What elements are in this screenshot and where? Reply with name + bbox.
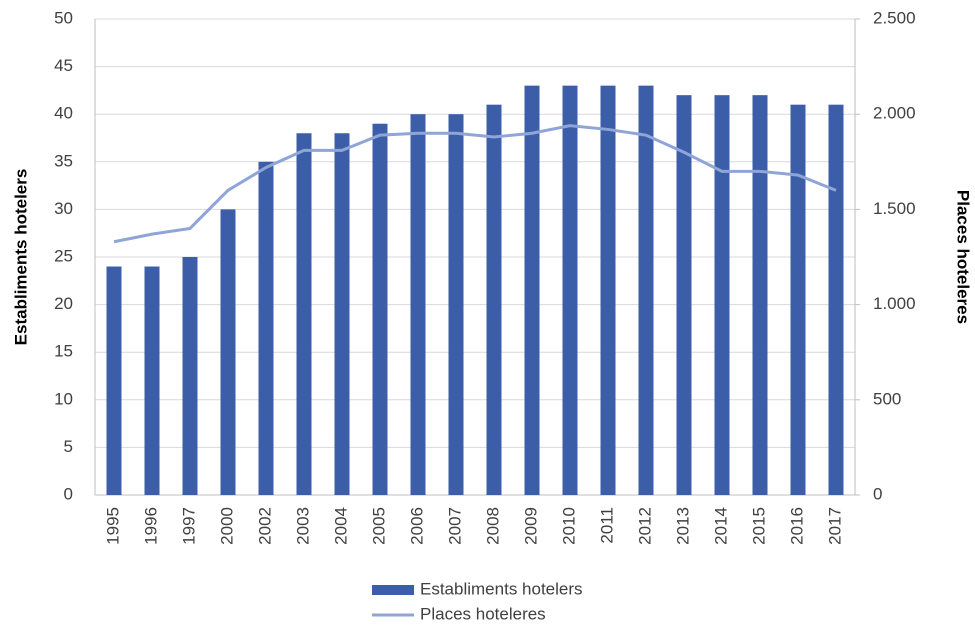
y-tick-label: 25: [54, 246, 73, 265]
bar: [828, 104, 844, 496]
bar: [372, 123, 388, 495]
x-tick-label: 2007: [445, 507, 464, 545]
y-tick-label: 35: [54, 151, 73, 170]
y-tick-label: 50: [54, 8, 73, 27]
legend-swatch: [372, 585, 414, 595]
y-tick-label: 10: [54, 389, 73, 408]
x-tick-label: 2015: [749, 507, 768, 545]
bar: [182, 257, 198, 495]
x-tick-label: 2006: [407, 507, 426, 545]
bar: [638, 85, 654, 495]
legend-label: Places hoteleres: [420, 604, 546, 623]
y2-tick-label: 2.500: [873, 8, 916, 27]
y2-tick-label: 1.500: [873, 199, 916, 218]
y-tick-label: 5: [64, 437, 73, 456]
bar: [600, 85, 616, 495]
y-axis-title: Establiments hotelers: [11, 169, 30, 346]
y-tick-label: 0: [64, 484, 73, 503]
x-tick-label: 2002: [255, 507, 274, 545]
x-tick-label: 2000: [217, 507, 236, 545]
x-tick-label: 1997: [179, 507, 198, 545]
x-tick-label: 2010: [559, 507, 578, 545]
bar: [258, 161, 274, 496]
x-tick-label: 2011: [597, 507, 616, 544]
y2-tick-label: 500: [873, 389, 901, 408]
bar: [410, 114, 426, 495]
x-tick-label: 2017: [825, 507, 844, 545]
y2-tick-label: 0: [873, 484, 882, 503]
line: [113, 124, 837, 244]
y-tick-label: 45: [54, 56, 73, 75]
y-tick-label: 40: [54, 104, 73, 123]
y2-axis-title: Places hoteleres: [954, 190, 973, 324]
bar: [296, 133, 312, 496]
bar: [334, 133, 350, 496]
x-tick-label: 2008: [483, 507, 502, 545]
y-tick-label: 30: [54, 199, 73, 218]
bar: [714, 95, 730, 495]
bar: [448, 114, 464, 495]
x-tick-label: 2016: [787, 507, 806, 545]
bar: [486, 104, 502, 496]
x-tick-label: 1996: [141, 507, 160, 545]
x-tick-label: 2009: [521, 507, 540, 545]
bar: [144, 266, 160, 495]
x-tick-label: 2005: [369, 507, 388, 545]
x-tick-label: 2003: [293, 507, 312, 545]
bar: [752, 95, 768, 495]
x-tick-label: 2012: [635, 507, 654, 545]
bar: [220, 209, 236, 495]
x-tick-label: 2013: [673, 507, 692, 545]
bar: [790, 104, 806, 496]
bar: [106, 266, 122, 495]
legend-label: Establiments hotelers: [420, 579, 583, 598]
bar: [524, 85, 540, 495]
x-tick-label: 1995: [103, 507, 122, 545]
bar: [562, 85, 578, 495]
y2-tick-label: 2.000: [873, 104, 916, 123]
y-tick-label: 20: [54, 294, 73, 313]
bar: [676, 95, 692, 495]
y2-tick-label: 1.000: [873, 294, 916, 313]
y-tick-label: 15: [54, 342, 73, 361]
x-tick-label: 2004: [331, 507, 350, 545]
x-tick-label: 2014: [711, 507, 730, 545]
